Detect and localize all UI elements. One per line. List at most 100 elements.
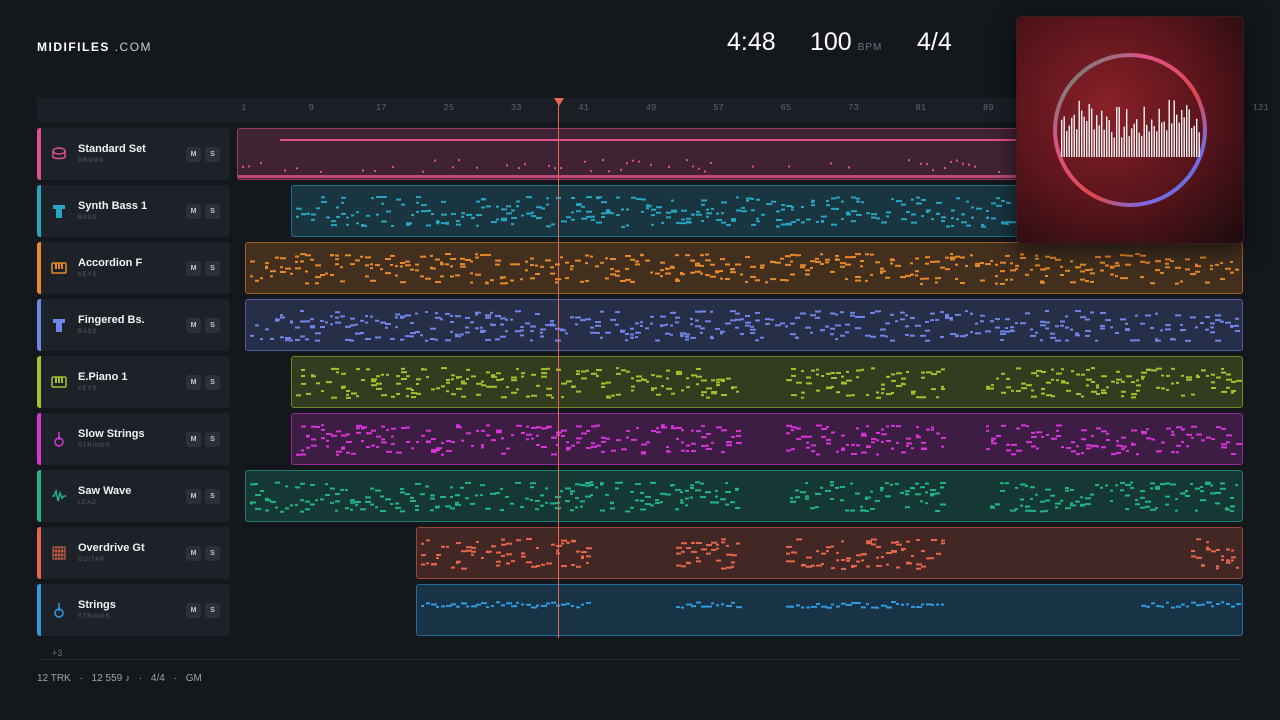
spectrum-bar [1198, 132, 1200, 157]
spectrum-ring [1053, 53, 1207, 207]
playhead[interactable] [558, 98, 559, 638]
mute-button[interactable]: M [186, 147, 201, 162]
drum-icon [52, 147, 66, 160]
spectrum-bar [1123, 126, 1125, 157]
spectrum-bar [1071, 117, 1073, 157]
tempo-display: 100 BPM [810, 28, 882, 57]
track-color-stripe [37, 470, 41, 522]
playhead-handle[interactable] [554, 98, 564, 106]
spectrum-bar [1173, 100, 1175, 157]
time-signature: 4/4 [917, 28, 952, 56]
keys-icon [51, 376, 67, 388]
ruler-tick: 73 [847, 103, 859, 113]
track-color-stripe [37, 128, 41, 180]
midi-clip[interactable] [416, 584, 1243, 636]
track-header[interactable]: Saw Wave LEAD M S [37, 470, 230, 522]
mute-button[interactable]: M [186, 261, 201, 276]
spectrum-bar [1111, 132, 1113, 157]
solo-button[interactable]: S [205, 375, 220, 390]
track-color-stripe [37, 356, 41, 408]
track-category: DRUMS [78, 158, 104, 164]
mute-button[interactable]: M [186, 375, 201, 390]
spectrum-bar [1073, 114, 1075, 157]
footer-signature: 4/4 [150, 673, 165, 684]
mute-button[interactable]: M [186, 603, 201, 618]
spectrum-bar [1096, 115, 1098, 157]
track-name: Strings [78, 599, 116, 611]
solo-button[interactable]: S [205, 318, 220, 333]
ruler-tick: 17 [375, 103, 387, 113]
spectrum-bar [1166, 130, 1168, 157]
spectrum-bar [1098, 125, 1100, 157]
track-category: STRINGS [78, 443, 111, 449]
midi-clip[interactable] [245, 299, 1243, 351]
ruler-tick: 9 [308, 103, 314, 113]
spectrum-bar [1088, 103, 1090, 157]
note-pattern [421, 601, 1241, 609]
logo-suffix: .COM [114, 40, 153, 54]
spectrum-bar [1086, 121, 1088, 157]
sep: · [79, 673, 83, 684]
track-color-stripe [37, 242, 41, 294]
bass-icon [53, 205, 65, 218]
mute-button[interactable]: M [186, 204, 201, 219]
note-pattern [250, 310, 1240, 342]
solo-button[interactable]: S [205, 432, 220, 447]
spectrum-bar [1141, 135, 1143, 157]
track-header[interactable]: Standard Set DRUMS M S [37, 128, 230, 180]
spectrum-bar [1128, 136, 1130, 157]
solo-button[interactable]: S [205, 147, 220, 162]
logo-brand: MIDIFILES [37, 40, 110, 54]
track-name: Fingered Bs. [78, 314, 145, 326]
ruler-tick: 65 [780, 103, 792, 113]
ruler-tick: 89 [982, 103, 994, 113]
mute-button[interactable]: M [186, 432, 201, 447]
strings-icon [54, 603, 64, 618]
track-header[interactable]: Synth Bass 1 BASS M S [37, 185, 230, 237]
spectrum-bar [1108, 120, 1110, 157]
more-tracks-label[interactable]: +3 [52, 648, 63, 658]
spectrum-bar [1136, 119, 1138, 157]
spectrum-bar [1178, 122, 1180, 157]
track-header[interactable]: Overdrive Gt GUITAR M S [37, 527, 230, 579]
solo-button[interactable]: S [205, 546, 220, 561]
spectrum-bar [1061, 119, 1063, 157]
mute-button[interactable]: M [186, 489, 201, 504]
spectrum-bar [1196, 118, 1198, 157]
mute-button[interactable]: M [186, 546, 201, 561]
midi-standard: GM [185, 673, 202, 684]
spectrum-bar [1133, 123, 1135, 157]
solo-button[interactable]: S [205, 489, 220, 504]
track-header[interactable]: Accordion F KEYS M S [37, 242, 230, 294]
spectrum-bar [1143, 106, 1145, 157]
track-header[interactable]: Fingered Bs. BASS M S [37, 299, 230, 351]
solo-button[interactable]: S [205, 603, 220, 618]
track-name: Accordion F [78, 257, 143, 269]
midi-clip[interactable] [291, 413, 1243, 465]
ruler-tick: 121 [1252, 103, 1269, 113]
spectrum-bar [1186, 105, 1188, 157]
spectrum-bar [1121, 137, 1123, 157]
album-art-visualizer [1016, 16, 1244, 244]
note-count: 12 559 ♪ [91, 673, 131, 684]
track-name: E.Piano 1 [78, 371, 128, 383]
ruler-tick: 41 [578, 103, 589, 113]
midi-clip[interactable] [245, 470, 1243, 522]
track-header[interactable]: Slow Strings STRINGS M S [37, 413, 230, 465]
note-pattern [250, 481, 1238, 513]
track-header[interactable]: Strings STRINGS M S [37, 584, 230, 636]
track-header[interactable]: E.Piano 1 KEYS M S [37, 356, 230, 408]
solo-button[interactable]: S [205, 261, 220, 276]
midi-clip[interactable] [291, 356, 1243, 408]
track-color-stripe [37, 185, 41, 237]
spectrum-bar [1193, 125, 1195, 157]
track-name: Standard Set [78, 143, 146, 155]
ruler-tick: 81 [915, 103, 927, 113]
solo-button[interactable]: S [205, 204, 220, 219]
midi-clip[interactable] [245, 242, 1243, 294]
mute-button[interactable]: M [186, 318, 201, 333]
spectrum-bar [1118, 106, 1120, 157]
spectrum-bar [1188, 109, 1190, 157]
midi-clip[interactable] [416, 527, 1243, 579]
spectrum-bar [1153, 126, 1155, 157]
